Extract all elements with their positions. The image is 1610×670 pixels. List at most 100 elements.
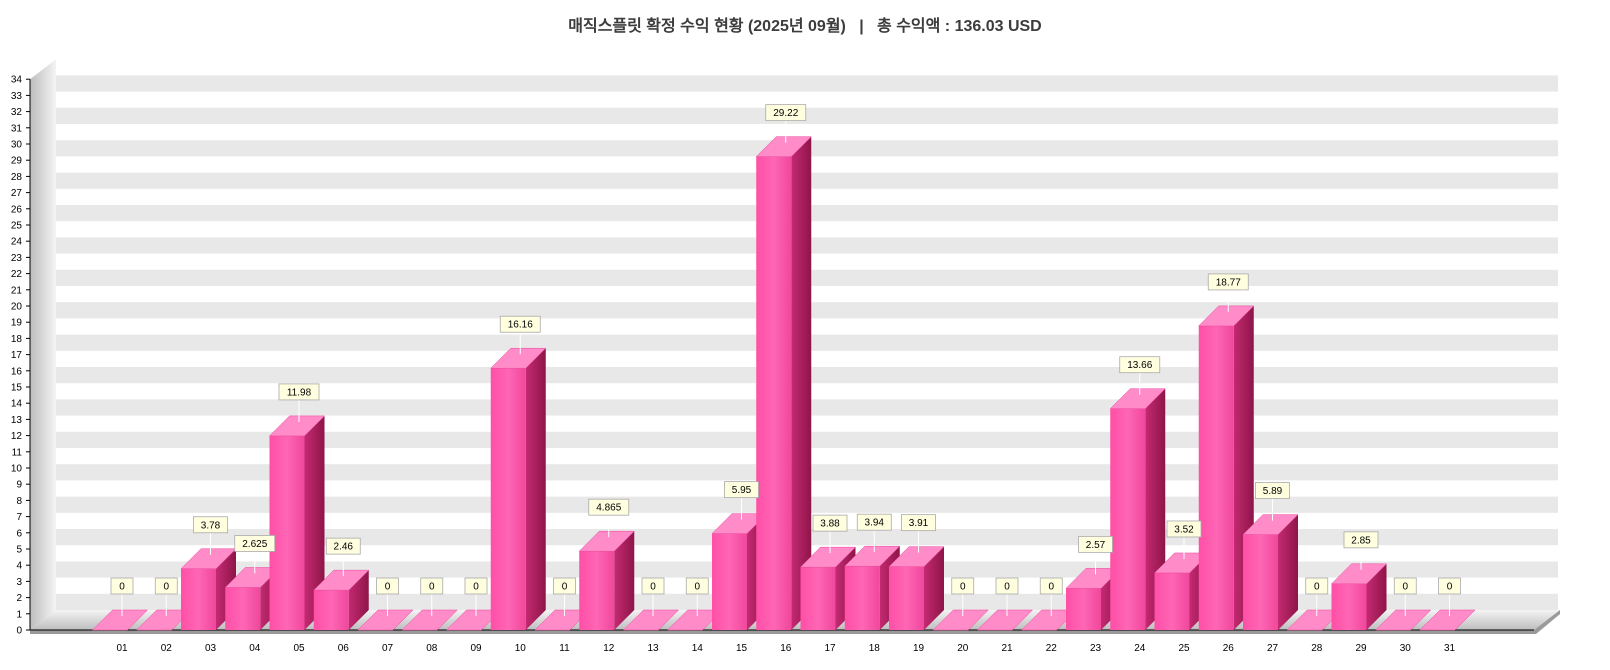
bar-08 bbox=[401, 609, 458, 631]
bar-top bbox=[268, 415, 326, 437]
data-label-box bbox=[1305, 577, 1329, 595]
data-label-text: 2.85 bbox=[1351, 535, 1371, 546]
data-label-08: 0 bbox=[420, 577, 444, 616]
data-label-text: 3.91 bbox=[909, 518, 929, 529]
bar-side bbox=[304, 415, 325, 630]
y-tick-label: 10 bbox=[11, 464, 23, 475]
data-label-text: 5.95 bbox=[732, 485, 752, 496]
bar-side bbox=[924, 546, 944, 630]
data-label-04: 2.625 bbox=[234, 535, 276, 574]
data-label-box bbox=[724, 481, 759, 499]
data-label-11: 0 bbox=[553, 577, 576, 616]
floor-edge bbox=[30, 610, 1560, 634]
data-label-box bbox=[588, 498, 630, 516]
data-label-box bbox=[499, 315, 541, 333]
data-label-box bbox=[464, 577, 488, 595]
y-tick-label: 8 bbox=[16, 496, 22, 507]
data-label-text: 18.77 bbox=[1216, 277, 1241, 288]
data-label-text: 0 bbox=[385, 582, 391, 593]
x-tick-label: 31 bbox=[1444, 643, 1456, 654]
x-tick-label: 21 bbox=[1001, 643, 1013, 654]
bar-21 bbox=[976, 609, 1034, 631]
x-tick-label: 27 bbox=[1267, 643, 1279, 654]
x-tick-label: 30 bbox=[1400, 643, 1412, 654]
x-tick-label: 04 bbox=[249, 643, 261, 654]
bar-top bbox=[1242, 514, 1299, 535]
data-label-box bbox=[325, 537, 361, 555]
x-tick-label: 01 bbox=[116, 643, 128, 654]
bar-front bbox=[181, 568, 216, 630]
x-tick-label: 13 bbox=[647, 643, 659, 654]
y-tick-label: 3 bbox=[16, 577, 22, 588]
bar-31 bbox=[1419, 609, 1476, 631]
data-label-28: 0 bbox=[1305, 577, 1329, 616]
data-label-24: 13.66 bbox=[1119, 356, 1161, 395]
data-label-box bbox=[234, 535, 276, 552]
y-tick-label: 2 bbox=[16, 593, 22, 604]
data-label-13: 0 bbox=[641, 577, 665, 616]
data-label-box bbox=[901, 514, 936, 532]
bar-top bbox=[490, 347, 547, 369]
data-label-box bbox=[1438, 577, 1461, 595]
data-label-text: 16.16 bbox=[508, 320, 533, 331]
data-label-text: 2.46 bbox=[334, 542, 354, 553]
y-tick-label: 27 bbox=[11, 188, 23, 199]
bar-12 bbox=[578, 530, 635, 630]
x-tick-label: 25 bbox=[1178, 643, 1190, 654]
x-tick-label: 10 bbox=[515, 643, 527, 654]
data-label-text: 0 bbox=[119, 582, 125, 593]
y-tick-label: 0 bbox=[16, 626, 22, 637]
data-label-text: 0 bbox=[1402, 582, 1408, 593]
y-tick-label: 11 bbox=[12, 447, 23, 458]
bar-side bbox=[791, 136, 812, 631]
data-label-22: 0 bbox=[1039, 577, 1063, 616]
x-tick-label: 06 bbox=[338, 643, 350, 654]
bar-side bbox=[525, 348, 546, 630]
y-tick-label: 4 bbox=[16, 561, 22, 572]
bar-29 bbox=[1330, 563, 1388, 630]
x-axis: 01 02 03 04 05 06 07 08 09 10 11 12 13 14 15 16 17 18 19 20… bbox=[116, 643, 1455, 654]
data-label-box bbox=[812, 514, 848, 532]
bar-06 bbox=[313, 569, 370, 630]
data-label-text: 5.89 bbox=[1263, 486, 1283, 497]
bar-front bbox=[844, 566, 880, 630]
data-label-text: 13.66 bbox=[1127, 360, 1152, 371]
data-label-text: 0 bbox=[694, 582, 700, 593]
data-label-box bbox=[193, 516, 228, 534]
data-label-05: 11.98 bbox=[278, 383, 320, 422]
bar-30 bbox=[1375, 609, 1432, 631]
data-label-box bbox=[1207, 273, 1249, 291]
bar-front bbox=[1110, 408, 1146, 630]
bar-front bbox=[490, 368, 526, 630]
y-tick-label: 29 bbox=[11, 156, 23, 167]
bar-front bbox=[579, 551, 615, 630]
bar-front bbox=[1066, 588, 1101, 630]
data-label-09: 0 bbox=[464, 577, 488, 616]
bar-top bbox=[755, 136, 812, 157]
bar-top bbox=[622, 609, 680, 631]
data-label-text: 3.78 bbox=[201, 520, 221, 531]
bar-front bbox=[889, 566, 924, 630]
data-labels: 0 0 3.78 2.625 11.98 2.46 0 0 0 16.16 0 4.865 0 0 5.95… bbox=[110, 104, 1461, 616]
bar-front bbox=[756, 156, 792, 631]
data-label-30: 0 bbox=[1393, 577, 1417, 616]
data-label-text: 3.94 bbox=[865, 518, 885, 529]
bar-top bbox=[91, 609, 149, 631]
x-tick-label: 08 bbox=[426, 643, 438, 654]
data-label-26: 18.77 bbox=[1207, 273, 1249, 312]
data-label-text: 2.57 bbox=[1086, 540, 1106, 551]
data-label-31: 0 bbox=[1438, 577, 1461, 616]
bar-top bbox=[578, 530, 635, 552]
data-label-box bbox=[1343, 531, 1379, 549]
data-label-box bbox=[685, 577, 709, 595]
y-tick-label: 26 bbox=[11, 204, 23, 215]
data-label-25: 3.52 bbox=[1166, 520, 1202, 559]
data-label-18: 3.94 bbox=[856, 513, 892, 553]
y-tick-label: 32 bbox=[11, 107, 23, 118]
data-label-23: 2.57 bbox=[1078, 535, 1113, 575]
data-label-text: 0 bbox=[163, 582, 169, 593]
data-label-box bbox=[765, 104, 807, 122]
x-tick-label: 16 bbox=[780, 643, 792, 654]
bar-top bbox=[401, 609, 458, 631]
